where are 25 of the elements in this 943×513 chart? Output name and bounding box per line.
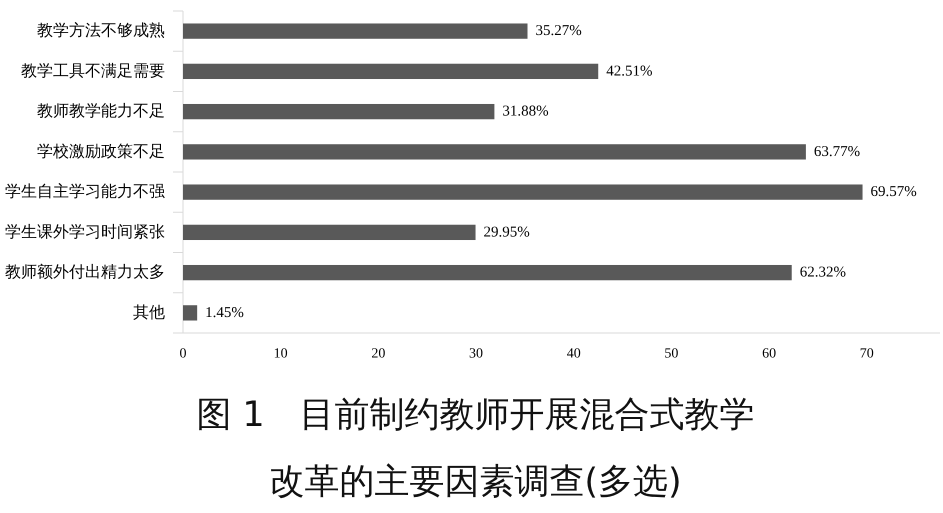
y-tick-label: 教师额外付出精力太多 (5, 263, 165, 282)
data-label: 63.77% (814, 144, 860, 160)
x-tick-label: 40 (566, 346, 581, 362)
data-label: 29.95% (484, 224, 530, 240)
x-tick-label: 60 (762, 346, 776, 362)
x-tick-label: 10 (274, 346, 288, 362)
data-label: 1.45% (205, 304, 244, 321)
y-tick-label: 教学方法不够成熟 (37, 22, 165, 40)
y-tick-label: 教学工具不满足需要 (21, 62, 165, 80)
x-tick-label: 30 (469, 346, 484, 362)
data-label: 42.51% (606, 63, 652, 80)
text: 图 1 目前制约教师开展混合式教学改革的主要因素调查(多选) (195, 394, 756, 504)
y-tick-label: 其他 (133, 303, 165, 322)
data-label: 62.32% (800, 264, 846, 281)
data-label: 31.88% (502, 104, 549, 120)
data-label: 35.27% (536, 23, 582, 40)
x-tick-label: 50 (664, 346, 678, 362)
y-tick-label: 学生课外学习时间紧张 (5, 222, 165, 241)
data-label: 69.57% (870, 184, 917, 200)
y-tick-label: 学校激励政策不足 (37, 142, 165, 160)
y-tick-label: 学生自主学习能力不强 (5, 182, 165, 201)
x-tick-label: 70 (860, 346, 874, 362)
y-tick-label: 教师教学能力不足 (37, 102, 165, 120)
x-tick-label: 0 (180, 346, 186, 362)
x-tick-label: 20 (371, 346, 386, 362)
